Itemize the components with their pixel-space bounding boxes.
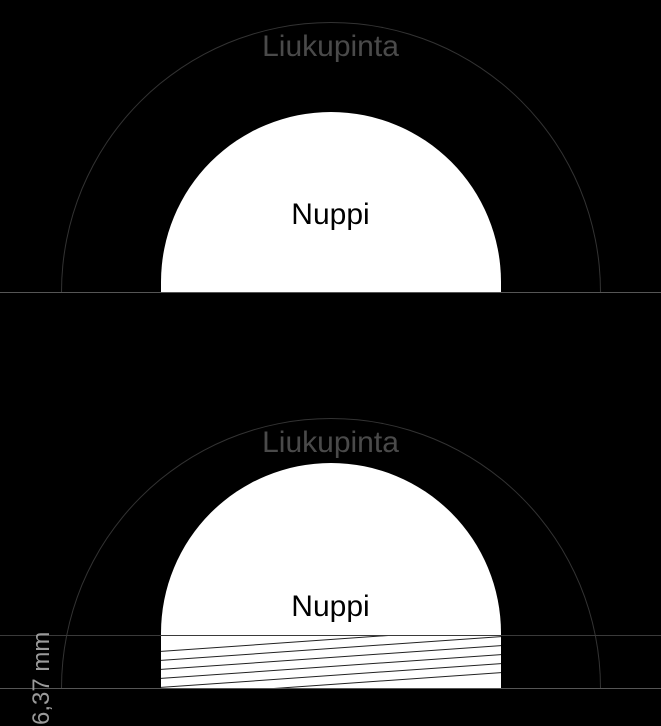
dimension-label: 6,37 mm — [28, 632, 56, 725]
top-baseline — [0, 292, 661, 293]
bottom-ref-line — [0, 635, 661, 636]
bottom-inner-label: Nuppi — [291, 590, 369, 624]
top-outer-label: Liukupinta — [262, 30, 399, 64]
diagram-canvas: { "diagram": { "background_color": "#000… — [0, 0, 661, 726]
top-inner-label: Nuppi — [291, 198, 369, 232]
bottom-hatching — [161, 635, 501, 688]
bottom-baseline — [0, 688, 661, 689]
bottom-outer-label: Liukupinta — [262, 426, 399, 460]
